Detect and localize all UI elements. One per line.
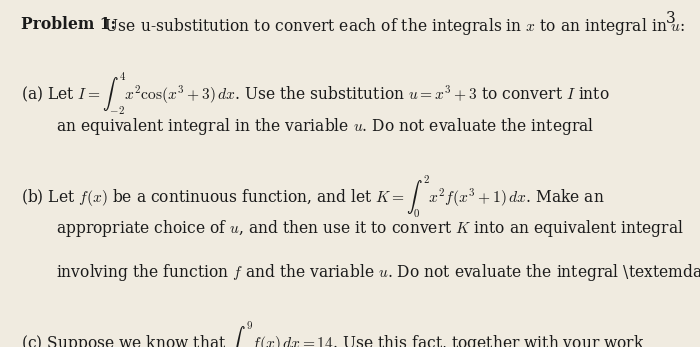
Text: 3: 3	[666, 10, 675, 27]
Text: (a) Let $I = \int_{-2}^{4} x^2 \cos(x^3 + 3)\, dx$. Use the substitution $u = x^: (a) Let $I = \int_{-2}^{4} x^2 \cos(x^3 …	[21, 71, 610, 117]
Text: Use u-substitution to convert each of the integrals in $x$ to an integral in $u$: Use u-substitution to convert each of th…	[100, 16, 685, 37]
Text: Problem 1:: Problem 1:	[21, 16, 116, 33]
Text: (c) Suppose we know that $\int_{1}^{9} f(x)\, dx = 14$. Use this fact, together : (c) Suppose we know that $\int_{1}^{9} f…	[21, 320, 645, 347]
Text: (b) Let $f(x)$ be a continuous function, and let $K = \int_{0}^{2} x^2 f(x^3 + 1: (b) Let $f(x)$ be a continuous function,…	[21, 173, 605, 220]
Text: involving the function $f$ and the variable $u$. Do not evaluate the integral \t: involving the function $f$ and the varia…	[56, 262, 700, 283]
Text: appropriate choice of $u$, and then use it to convert $K$ into an equivalent int: appropriate choice of $u$, and then use …	[56, 218, 684, 239]
Text: an equivalent integral in the variable $u$. Do not evaluate the integral: an equivalent integral in the variable $…	[56, 116, 594, 137]
